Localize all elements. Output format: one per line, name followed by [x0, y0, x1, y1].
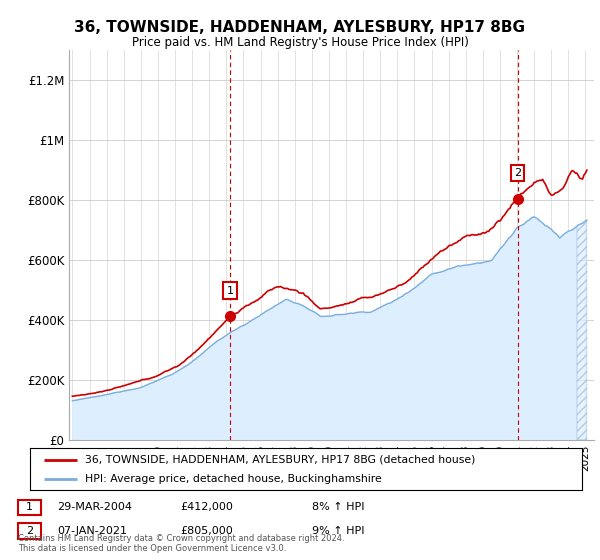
Text: 36, TOWNSIDE, HADDENHAM, AYLESBURY, HP17 8BG (detached house): 36, TOWNSIDE, HADDENHAM, AYLESBURY, HP17… [85, 455, 476, 465]
Text: Contains HM Land Registry data © Crown copyright and database right 2024.
This d: Contains HM Land Registry data © Crown c… [18, 534, 344, 553]
Text: HPI: Average price, detached house, Buckinghamshire: HPI: Average price, detached house, Buck… [85, 474, 382, 484]
Text: 9% ↑ HPI: 9% ↑ HPI [312, 526, 365, 536]
Text: 36, TOWNSIDE, HADDENHAM, AYLESBURY, HP17 8BG: 36, TOWNSIDE, HADDENHAM, AYLESBURY, HP17… [74, 20, 526, 35]
Text: £805,000: £805,000 [180, 526, 233, 536]
Text: 29-MAR-2004: 29-MAR-2004 [57, 502, 132, 512]
Text: Price paid vs. HM Land Registry's House Price Index (HPI): Price paid vs. HM Land Registry's House … [131, 36, 469, 49]
Text: 1: 1 [227, 286, 234, 296]
Text: 07-JAN-2021: 07-JAN-2021 [57, 526, 127, 536]
Text: 8% ↑ HPI: 8% ↑ HPI [312, 502, 365, 512]
Text: £412,000: £412,000 [180, 502, 233, 512]
Text: 2: 2 [26, 526, 33, 536]
Text: 1: 1 [26, 502, 33, 512]
Text: 2: 2 [514, 168, 521, 178]
